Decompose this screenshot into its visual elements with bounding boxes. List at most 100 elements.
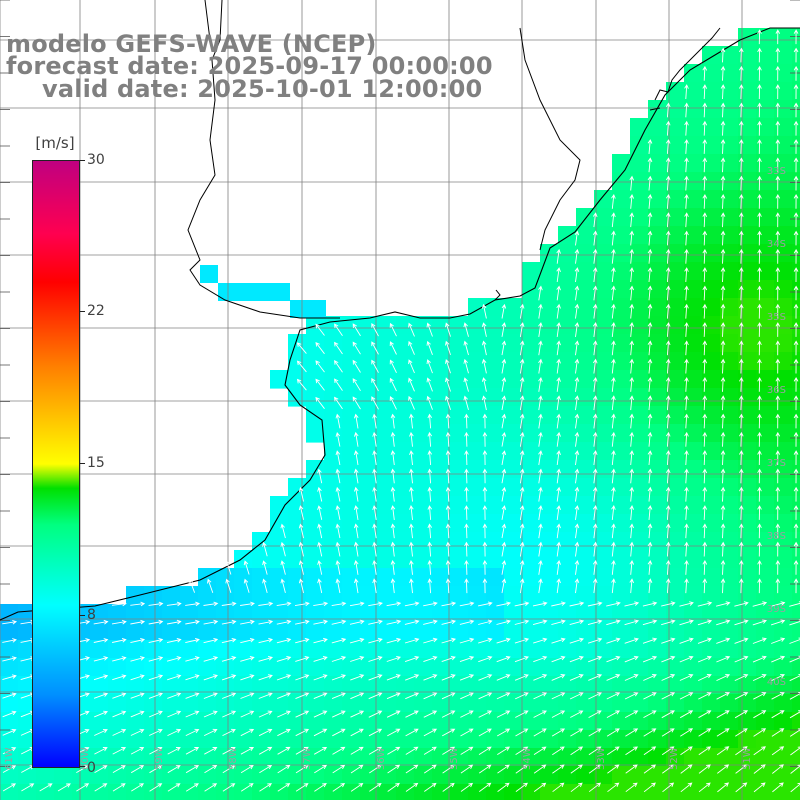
wind-speed-cell	[576, 550, 595, 569]
wind-vector-arrow	[389, 322, 397, 337]
wind-speed-cell	[774, 262, 793, 281]
wind-speed-cell	[396, 640, 415, 659]
wind-speed-cell	[738, 262, 757, 281]
wind-vector-arrow	[130, 747, 145, 755]
wind-speed-cell	[234, 712, 253, 731]
wind-vector-arrow	[427, 431, 433, 447]
wind-vector-arrow	[574, 230, 580, 246]
colorbar-mark	[79, 766, 85, 767]
wind-vector-arrow	[739, 358, 744, 374]
wind-speed-cell	[432, 442, 451, 461]
wind-vector-arrow	[775, 395, 781, 411]
wind-speed-cell	[54, 784, 73, 800]
wind-vector-arrow	[611, 450, 616, 466]
wind-speed-cell	[720, 370, 739, 389]
wind-speed-cell	[774, 298, 793, 317]
wind-speed-cell	[414, 496, 433, 515]
longitude-label: 56W	[376, 747, 387, 770]
wind-vector-arrow	[478, 619, 493, 625]
wind-vector-arrow	[606, 710, 621, 718]
wind-speed-cell	[738, 478, 757, 497]
wind-vector-arrow	[258, 746, 273, 755]
wind-vector-arrow	[185, 656, 200, 662]
wind-vector-arrow	[757, 340, 762, 356]
colorbar-unit-label: [m/s]	[35, 134, 75, 152]
wind-vector-arrow	[793, 541, 799, 557]
wind-speed-cell	[774, 136, 793, 155]
wind-speed-cell	[738, 784, 757, 800]
wind-speed-cell	[0, 784, 19, 800]
wind-speed-cell	[486, 694, 505, 713]
wind-vector-arrow	[552, 746, 565, 756]
wind-speed-cell	[126, 766, 145, 785]
wind-speed-cell	[468, 496, 487, 515]
wind-speed-cell	[630, 154, 649, 173]
wind-speed-cell	[630, 118, 649, 137]
wind-vector-arrow	[441, 655, 456, 663]
wind-vector-arrow	[665, 541, 671, 557]
wind-vector-arrow	[771, 692, 785, 700]
wind-vector-arrow	[501, 450, 507, 465]
wind-vector-arrow	[684, 303, 689, 319]
wind-vector-arrow	[775, 212, 781, 228]
wind-speed-cell	[612, 712, 631, 731]
wind-vector-arrow	[775, 486, 781, 502]
wind-speed-cell	[468, 406, 487, 425]
wind-vector-arrow	[368, 692, 383, 700]
wind-vector-arrow	[775, 248, 781, 264]
wind-vector-arrow	[149, 747, 163, 755]
wind-vector-arrow	[295, 637, 310, 644]
wind-vector-arrow	[698, 764, 711, 774]
wind-vector-arrow	[611, 340, 616, 356]
wind-speed-cell	[684, 208, 703, 227]
wind-vector-arrow	[514, 619, 530, 625]
wind-vector-arrow	[335, 468, 341, 484]
wind-speed-cell	[756, 244, 775, 263]
wind-speed-cell	[486, 748, 505, 767]
wind-vector-arrow	[702, 193, 708, 209]
wind-vector-arrow	[611, 358, 616, 374]
wind-speed-cell	[666, 82, 685, 101]
wind-speed-cell	[648, 694, 667, 713]
wind-vector-arrow	[697, 655, 712, 663]
wind-speed-cell	[450, 712, 469, 731]
wind-vector-arrow	[606, 601, 621, 607]
wind-speed-cell	[468, 766, 487, 785]
wind-vector-arrow	[716, 746, 730, 756]
wind-speed-cell	[162, 640, 181, 659]
wind-speed-cell	[522, 640, 541, 659]
wind-speed-cell	[576, 334, 595, 353]
wind-speed-cell	[414, 586, 433, 605]
wind-vector-arrow	[386, 674, 401, 681]
wind-speed-cell	[144, 712, 163, 731]
wind-vector-arrow	[775, 47, 781, 63]
wind-vector-arrow	[642, 655, 658, 663]
wind-speed-cell	[612, 640, 631, 659]
wind-speed-cell	[288, 604, 307, 623]
wind-vector-arrow	[93, 619, 109, 625]
wind-vector-arrow	[665, 285, 671, 301]
wind-speed-cell	[360, 316, 379, 335]
wind-vector-arrow	[592, 358, 598, 374]
wind-vector-arrow	[463, 340, 469, 356]
wind-speed-cell	[720, 748, 739, 767]
wind-speed-cell	[450, 586, 469, 605]
wind-speed-cell	[612, 550, 631, 569]
wind-vector-arrow	[624, 619, 640, 626]
wind-speed-cell	[414, 604, 433, 623]
wind-vector-arrow	[533, 655, 548, 663]
wind-vector-arrow	[533, 782, 547, 792]
wind-vector-arrow	[478, 674, 493, 681]
wind-speed-cell	[540, 352, 559, 371]
wind-speed-cell	[774, 586, 793, 605]
wind-speed-cell	[738, 334, 757, 353]
wind-vector-arrow	[386, 655, 401, 662]
wind-speed-cell	[756, 172, 775, 191]
wind-speed-cell	[504, 658, 523, 677]
wind-speed-cell	[360, 424, 379, 443]
wind-vector-arrow	[441, 601, 457, 607]
wind-vector-arrow	[259, 765, 273, 774]
wind-speed-cell	[576, 316, 595, 335]
wind-vector-arrow	[427, 413, 433, 429]
wind-vector-arrow	[717, 764, 730, 774]
